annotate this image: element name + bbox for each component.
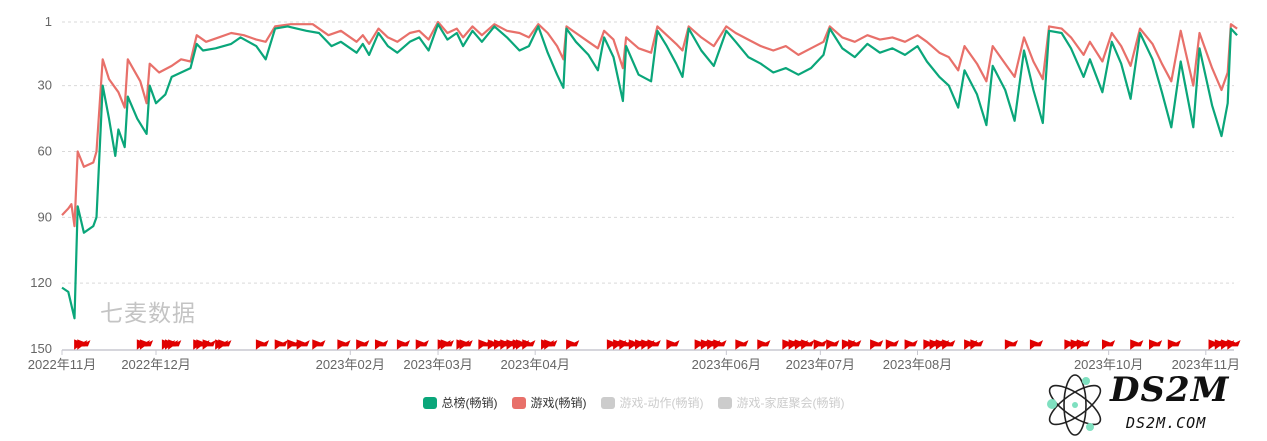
y-tick-label: 60 bbox=[38, 143, 52, 158]
event-marker bbox=[813, 339, 827, 350]
event-marker bbox=[666, 339, 680, 350]
legend-item-games-action[interactable]: 游戏-动作(畅销) bbox=[600, 394, 704, 411]
event-marker bbox=[801, 339, 815, 350]
event-marker bbox=[168, 339, 182, 350]
x-tick-label: 2022年12月 bbox=[121, 357, 190, 372]
watermark-text: 七麦数据 bbox=[100, 301, 196, 327]
x-axis: 2022年11月 2022年12月 2023年02月 2023年03月 2023年04月… bbox=[28, 349, 1240, 372]
y-tick-label: 90 bbox=[38, 209, 52, 224]
event-marker bbox=[1148, 339, 1163, 350]
x-tick-label: 2023年06月 bbox=[692, 357, 761, 372]
legend-label-games: 游戏(畅销) bbox=[530, 396, 587, 410]
x-tick-label: 2023年08月 bbox=[883, 357, 952, 372]
logo-url: DS2M.COM bbox=[1126, 414, 1207, 432]
event-marker bbox=[296, 339, 310, 350]
event-marker bbox=[885, 339, 899, 350]
event-marker bbox=[1029, 339, 1044, 350]
event-marker bbox=[1227, 339, 1241, 350]
event-marker bbox=[522, 339, 536, 350]
event-marker bbox=[396, 339, 411, 350]
series-lines bbox=[61, 20, 1238, 320]
event-marker bbox=[255, 339, 270, 350]
event-marker bbox=[202, 339, 216, 350]
event-marker bbox=[218, 339, 232, 350]
y-tick-label: 120 bbox=[30, 275, 52, 290]
x-tick-label: 2023年03月 bbox=[403, 357, 472, 372]
event-marker bbox=[77, 339, 91, 350]
x-tick-label: 2022年11月 bbox=[28, 357, 96, 372]
x-tick-label: 2023年04月 bbox=[500, 357, 569, 372]
ds2m-logo: DS2M DS2M.COM bbox=[1040, 370, 1262, 438]
legend: 总榜(畅销) 游戏(畅销) 游戏-动作(畅销) 游戏-家庭聚会(畅销) bbox=[0, 394, 1267, 411]
event-marker bbox=[1076, 339, 1091, 350]
y-tick-label: 1 bbox=[45, 14, 52, 29]
event-marker bbox=[139, 339, 154, 350]
x-tick-label: 2023年07月 bbox=[786, 357, 855, 372]
event-marker bbox=[735, 339, 749, 350]
event-marker bbox=[848, 339, 862, 350]
event-marker bbox=[1004, 339, 1019, 350]
event-marker bbox=[1101, 339, 1116, 350]
event-marker bbox=[1167, 339, 1181, 350]
series-line bbox=[61, 20, 1238, 228]
event-marker bbox=[870, 339, 884, 350]
event-marker bbox=[904, 339, 918, 350]
y-tick-label: 150 bbox=[30, 341, 52, 356]
legend-label-overall: 总榜(畅销) bbox=[441, 396, 498, 410]
event-marker bbox=[374, 339, 389, 350]
event-marker bbox=[826, 339, 840, 350]
event-marker bbox=[415, 339, 429, 350]
event-marker bbox=[647, 339, 661, 350]
event-marker bbox=[970, 339, 984, 350]
x-tick-label: 2023年02月 bbox=[316, 357, 385, 372]
legend-swatch-games bbox=[511, 396, 526, 409]
legend-swatch-overall bbox=[422, 396, 437, 409]
event-marker bbox=[440, 339, 454, 350]
event-marker bbox=[312, 339, 326, 350]
atom-logo-icon bbox=[1047, 374, 1102, 436]
event-marker bbox=[459, 339, 473, 350]
event-marker bbox=[713, 339, 727, 350]
legend-label-games-action: 游戏-动作(畅销) bbox=[619, 396, 704, 410]
legend-swatch-games-action bbox=[600, 396, 615, 409]
event-marker bbox=[337, 339, 351, 350]
event-marker bbox=[942, 339, 956, 350]
legend-swatch-games-family bbox=[717, 396, 732, 409]
event-markers bbox=[74, 339, 1241, 350]
event-marker bbox=[544, 339, 558, 350]
series-line bbox=[61, 23, 1238, 320]
y-tick-label: 30 bbox=[38, 78, 52, 93]
event-marker bbox=[274, 339, 288, 350]
logo-wordmark: DS2M bbox=[1110, 370, 1230, 410]
y-axis-tick-labels: 1 30 60 90 120 150 bbox=[30, 14, 52, 356]
x-tick-label: 2023年11月 bbox=[1172, 357, 1240, 372]
event-marker bbox=[566, 339, 580, 350]
legend-item-games-family[interactable]: 游戏-家庭聚会(畅销) bbox=[717, 394, 845, 411]
legend-item-games[interactable]: 游戏(畅销) bbox=[511, 394, 587, 411]
event-marker bbox=[1130, 339, 1144, 350]
legend-label-games-family: 游戏-家庭聚会(畅销) bbox=[736, 396, 845, 410]
grid-lines bbox=[62, 21, 1234, 284]
event-marker bbox=[757, 339, 771, 350]
x-tick-label: 2023年10月 bbox=[1074, 357, 1143, 372]
legend-item-overall[interactable]: 总榜(畅销) bbox=[422, 394, 498, 411]
event-marker bbox=[356, 339, 370, 350]
